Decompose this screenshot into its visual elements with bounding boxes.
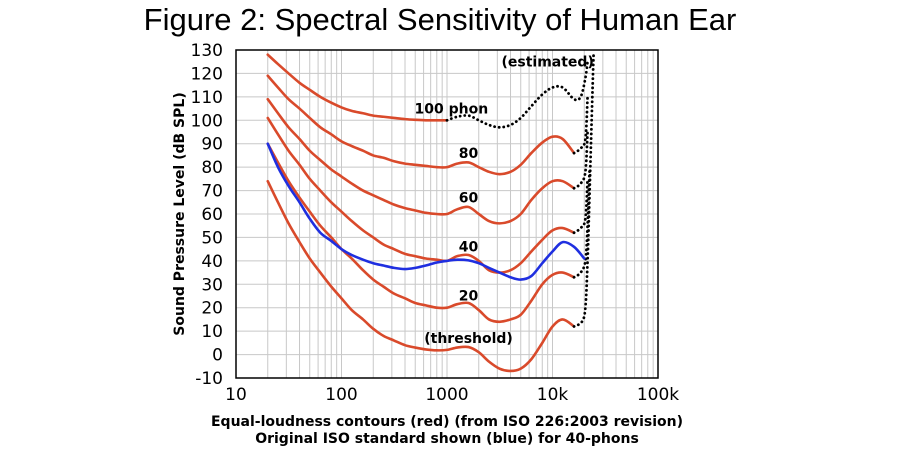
annotation-label: 40	[459, 239, 479, 255]
contour-line-12	[266, 142, 586, 281]
annotation-label: 60	[459, 190, 479, 206]
x-tick-label: 10k	[537, 385, 569, 405]
y-tick-label: 20	[201, 299, 223, 319]
contour-line-8	[266, 74, 576, 176]
contour-line-6	[266, 97, 576, 225]
series-layer	[266, 53, 595, 373]
x-tick-label: 100	[325, 385, 357, 405]
estimated-contour-line-1	[572, 53, 595, 328]
x-tick-label: 10	[225, 385, 247, 405]
chart-title: Figure 2: Spectral Sensitivity of Human …	[144, 2, 737, 37]
x-tick-label: 1000	[425, 385, 468, 405]
contour-line-4	[266, 116, 576, 274]
contour-line-0	[266, 179, 576, 373]
contour-line-2	[266, 142, 576, 324]
plot-frame	[235, 49, 659, 379]
y-axis-label: Sound Pressure Level (dB SPL)	[172, 92, 188, 335]
y-tick-label: 90	[201, 135, 223, 155]
annotations: (estimated) 100 phon 80 60 40 20 (threshold)	[415, 54, 594, 346]
y-tick-label: 10	[201, 322, 223, 342]
estimated-contour-line-3	[572, 165, 592, 279]
x-axis-label-line-1: Equal-loudness contours (red) (from ISO …	[211, 414, 683, 430]
x-tick-labels: 10 100 1000 10k 100k	[225, 385, 679, 405]
contour-line-10	[266, 53, 449, 122]
annotation-label: (estimated)	[501, 54, 593, 70]
y-tick-labels: -10 0 10 20 30 40 50 60 70 80 90 100 110 120 130	[191, 41, 223, 389]
y-tick-label: 40	[201, 252, 223, 272]
y-tick-label: 120	[191, 64, 223, 84]
y-tick-label: 60	[201, 205, 223, 225]
annotation-label: 80	[459, 146, 479, 162]
y-tick-label: 70	[201, 182, 223, 202]
x-tick-label: 100k	[637, 385, 679, 405]
annotation-label: 20	[459, 289, 479, 305]
y-tick-label: 0	[212, 346, 223, 366]
estimated-contour-line-9	[572, 95, 589, 155]
y-tick-label: 80	[201, 158, 223, 178]
annotation-label: (threshold)	[424, 331, 513, 347]
estimated-contour-line-11	[445, 60, 589, 129]
estimated-contour-line-7	[572, 130, 589, 190]
y-tick-label: 130	[191, 41, 223, 61]
x-axis-label-line-2: Original ISO standard shown (blue) for 4…	[255, 431, 639, 447]
y-tick-label: 100	[191, 111, 223, 131]
y-tick-label: -10	[195, 369, 223, 389]
y-tick-label: 110	[191, 88, 223, 108]
y-tick-label: 50	[201, 228, 223, 248]
y-tick-label: 30	[201, 275, 223, 295]
estimated-contour-line-5	[572, 177, 589, 235]
annotation-label: 100 phon	[415, 101, 489, 117]
